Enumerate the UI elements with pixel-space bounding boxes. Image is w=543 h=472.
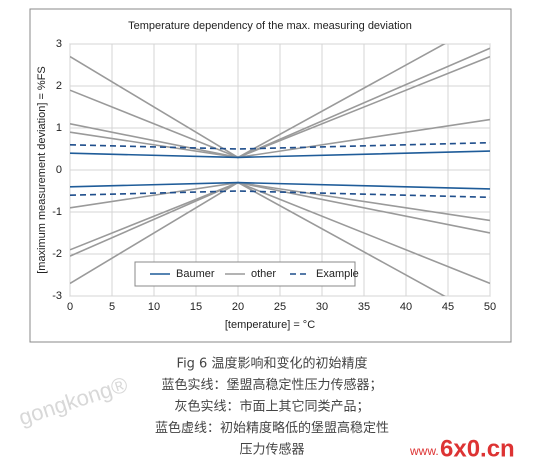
caption-line: 灰色实线：市面上其它同类产品； — [174, 399, 369, 415]
x-tick-label: 20 — [232, 301, 244, 313]
watermark: www. — [409, 444, 439, 458]
x-tick-label: 0 — [67, 301, 73, 313]
y-tick-label: 2 — [56, 80, 62, 92]
x-tick-label: 5 — [109, 301, 115, 313]
legend-label: other — [251, 268, 276, 280]
series-line — [70, 181, 490, 190]
y-tick-label: -2 — [52, 248, 62, 260]
watermark: 6x0.cn — [440, 435, 515, 462]
x-tick-label: 30 — [316, 301, 328, 313]
x-tick-label: 25 — [274, 301, 286, 313]
y-axis-label: [maximum measurement deviation] = %FS — [36, 66, 48, 274]
watermark: gongkong® — [16, 372, 131, 431]
legend: Baumer other Example — [134, 261, 359, 287]
caption-line: 压力传感器 — [239, 442, 304, 458]
caption-line: 蓝色虚线：初始精度略低的堡盟高稳定性 — [155, 420, 389, 436]
caption-line: 蓝色实线：堡盟高稳定性压力传感器； — [161, 377, 382, 393]
chart-title: Temperature dependency of the max. measu… — [128, 20, 412, 32]
chart-frame — [29, 8, 512, 343]
y-tick-label: 1 — [56, 122, 62, 134]
y-tick-label: 3 — [56, 38, 62, 50]
y-tick-label: -1 — [52, 206, 62, 218]
x-tick-label: 35 — [358, 301, 370, 313]
x-tick-label: 15 — [190, 301, 202, 313]
x-tick-label: 10 — [148, 301, 160, 313]
grid: 0 5 10 15 20 25 30 35 40 45 50 -3 -2 -1 0 1 2 3 — [52, 38, 496, 313]
y-tick-label: 0 — [56, 164, 62, 176]
y-tick-label: -3 — [52, 290, 62, 302]
legend-label: Example — [316, 268, 359, 280]
legend-label: Baumer — [176, 268, 215, 280]
x-tick-label: 50 — [484, 301, 496, 313]
x-tick-label: 40 — [400, 301, 412, 313]
legend-box — [134, 261, 356, 287]
caption-line: Fig 6 温度影响和变化的初始精度 — [177, 356, 368, 372]
x-tick-label: 45 — [442, 301, 454, 313]
series-line — [70, 150, 490, 159]
plot-lines — [70, 44, 490, 296]
x-axis-label: [temperature] = °C — [225, 319, 315, 331]
